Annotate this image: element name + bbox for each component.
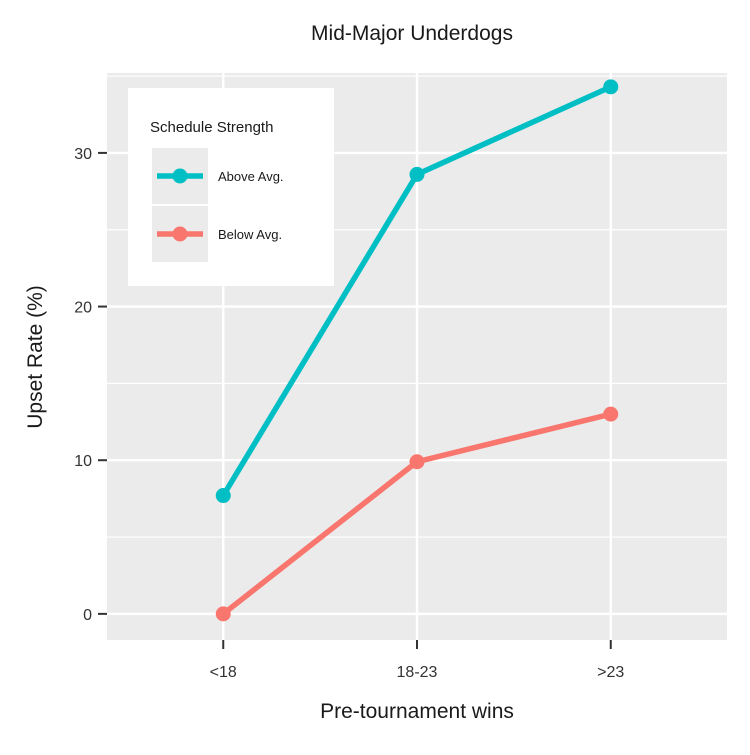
y-tick-label: 20 [74,300,92,317]
x-tick-label: <18 [210,664,237,681]
data-point [409,166,425,182]
legend: Schedule Strength Above Avg. Below Avg. [128,88,334,286]
x-tick-label: 18-23 [397,664,438,681]
data-point [215,488,231,504]
y-tick-label: 0 [83,607,92,624]
y-axis-title: Upset Rate (%) [24,285,47,429]
legend-key-point-0 [172,168,188,184]
y-tick-label: 10 [74,453,92,470]
legend-key-point-1 [172,226,188,242]
data-point [409,454,425,470]
series-layer [215,79,619,622]
x-tick-label: >23 [597,664,624,681]
x-axis-title: Pre-tournament wins [320,700,514,723]
data-point [603,406,619,422]
tick-labels: 0 10 20 30 <18 18-23 >23 [74,146,624,681]
legend-label-below: Below Avg. [218,227,282,242]
data-point [603,79,619,95]
axis-ticks [98,151,612,649]
y-tick-label: 30 [74,146,92,163]
chart-title: Mid-Major Underdogs [311,22,513,45]
data-point [215,606,231,622]
legend-label-above: Above Avg. [218,169,284,184]
legend-title: Schedule Strength [150,119,273,136]
